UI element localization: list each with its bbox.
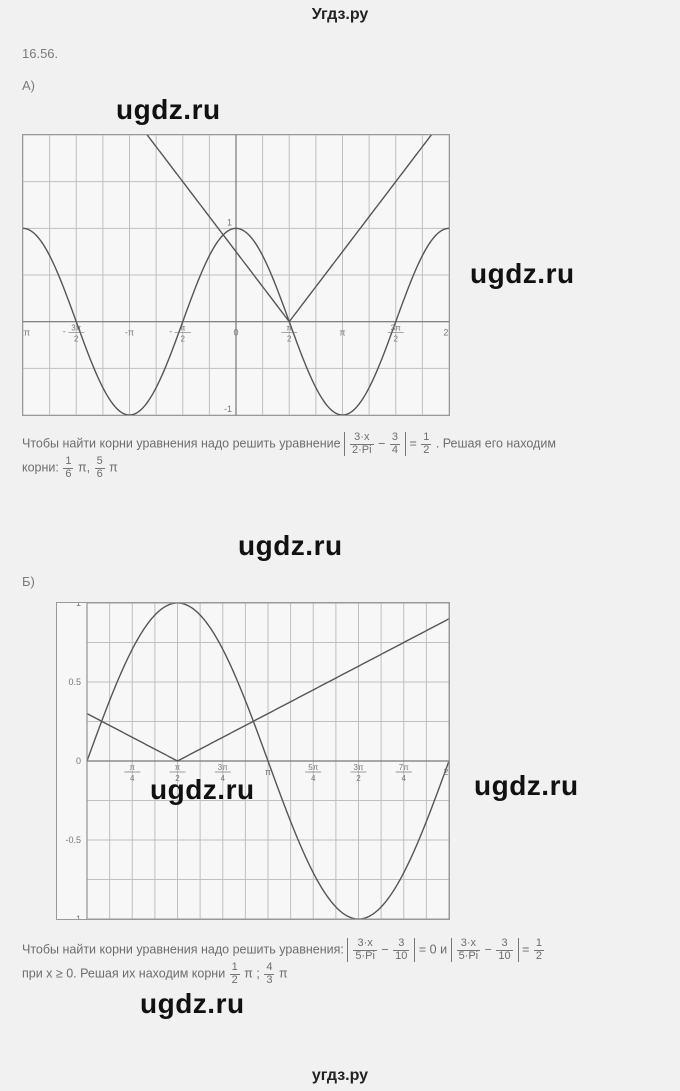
watermark: ugdz.ru — [238, 530, 343, 562]
prose-b-abs1: 3·x5·Pi − 310 — [347, 938, 415, 962]
svg-text:-2π: -2π — [23, 328, 30, 338]
pi-sym: π — [109, 460, 118, 474]
frac: 56 — [95, 456, 105, 480]
prose-b-t2: при x ≥ 0. Решая их находим корни — [22, 966, 229, 980]
svg-text:2π: 2π — [443, 328, 449, 338]
svg-text:5π: 5π — [308, 763, 318, 772]
prose-a-t2: . Решая его находим — [436, 436, 556, 450]
svg-text:-: - — [169, 327, 172, 337]
pi-sym: π — [279, 966, 288, 980]
frac: 12 — [230, 962, 240, 986]
svg-text:0: 0 — [233, 328, 238, 338]
frac: 3·x5·Pi — [457, 938, 481, 962]
part-label-b: Б) — [22, 574, 35, 589]
watermark: ugdz.ru — [474, 770, 579, 802]
watermark: ugdz.ru — [470, 258, 575, 290]
site-header: Угдз.ру — [0, 6, 680, 24]
svg-text:-: - — [63, 327, 66, 337]
frac: 12 — [534, 938, 544, 962]
problem-number: 16.56. — [22, 46, 58, 61]
and-word: и — [440, 942, 450, 956]
chart-b: π4π23π4π5π43π27π42π-1-0.500.51 — [56, 602, 450, 920]
prose-b-abs2: 3·x5·Pi − 310 — [451, 938, 519, 962]
prose-b-t1: Чтобы найти корни уравнения надо решить … — [22, 942, 347, 956]
svg-text:2: 2 — [287, 335, 292, 344]
site-footer: угдз.ру — [0, 1067, 680, 1085]
svg-text:π: π — [129, 763, 135, 772]
sep: ; — [256, 966, 263, 980]
watermark: ugdz.ru — [150, 774, 255, 806]
svg-text:4: 4 — [130, 774, 135, 783]
svg-text:3π: 3π — [354, 763, 364, 772]
svg-text:3π: 3π — [391, 324, 401, 333]
pi-sym: π — [244, 966, 253, 980]
prose-a-t1: Чтобы найти корни уравнения надо решить … — [22, 436, 344, 450]
svg-text:0.5: 0.5 — [68, 677, 81, 687]
part-label-a: А) — [22, 78, 35, 93]
frac: 43 — [264, 962, 274, 986]
eq-zero: = 0 — [419, 942, 437, 956]
svg-text:2π: 2π — [443, 767, 449, 777]
svg-text:π: π — [265, 767, 271, 777]
svg-text:1: 1 — [76, 603, 81, 608]
svg-text:4: 4 — [311, 774, 316, 783]
svg-text:2: 2 — [356, 774, 361, 783]
svg-text:2: 2 — [74, 335, 79, 344]
prose-a: Чтобы найти корни уравнения надо решить … — [22, 432, 658, 480]
svg-text:π: π — [339, 328, 345, 338]
chart-a: -2π-3π2-π-π20π2π3π22π-112 — [22, 134, 450, 416]
svg-text:-0.5: -0.5 — [65, 835, 81, 845]
frac: 12 — [421, 432, 431, 456]
frac: 3·x5·Pi — [353, 938, 377, 962]
prose-a-t3: корни: — [22, 460, 62, 474]
frac: 34 — [390, 432, 400, 456]
watermark: ugdz.ru — [116, 94, 221, 126]
frac: 310 — [393, 938, 409, 962]
svg-text:π: π — [175, 763, 181, 772]
svg-text:4: 4 — [402, 774, 407, 783]
svg-text:0: 0 — [76, 756, 81, 766]
svg-text:1: 1 — [227, 217, 232, 227]
svg-text:π: π — [180, 324, 186, 333]
frac: 16 — [63, 456, 73, 480]
page-root: Угдз.ру угдз.ру 16.56. А) -2π-3π2-π-π20π… — [0, 0, 680, 1091]
svg-text:π: π — [286, 324, 292, 333]
svg-text:7π: 7π — [399, 763, 409, 772]
frac: 310 — [496, 938, 512, 962]
svg-text:2: 2 — [394, 335, 399, 344]
prose-b: Чтобы найти корни уравнения надо решить … — [22, 938, 658, 986]
svg-text:3π: 3π — [218, 763, 228, 772]
watermark: ugdz.ru — [140, 988, 245, 1020]
svg-text:-π: -π — [125, 328, 134, 338]
svg-text:-1: -1 — [224, 404, 232, 414]
frac: 3·x2·Pi — [350, 432, 374, 456]
prose-a-abs: 3·x2·Pi − 34 — [344, 432, 406, 456]
comma: , — [87, 460, 90, 474]
svg-text:-1: -1 — [73, 914, 81, 919]
pi-sym: π — [78, 460, 87, 474]
svg-text:2: 2 — [181, 335, 186, 344]
svg-text:3π: 3π — [71, 324, 81, 333]
